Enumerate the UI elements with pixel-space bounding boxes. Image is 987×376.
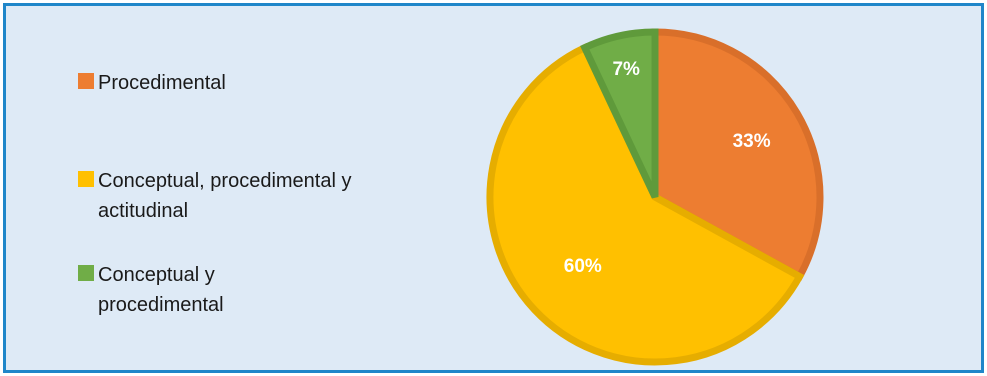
legend-label: Procedimental bbox=[98, 72, 226, 94]
pie-data-labels: 33% 60% 7% bbox=[564, 59, 771, 277]
legend-label: Conceptual, procedimental y actitudinal bbox=[98, 170, 352, 222]
legend-item-conceptual-procedimental-actitudinal: Conceptual, procedimental y actitudinal bbox=[78, 166, 394, 226]
legend-item-procedimental: Procedimental bbox=[78, 68, 398, 98]
legend-item-conceptual-procedimental: Conceptual y procedimental bbox=[78, 260, 278, 320]
pie-data-label-1: 33% bbox=[733, 131, 771, 152]
legend-swatch bbox=[78, 73, 94, 89]
pie-chart: 33% 60% 7% bbox=[486, 28, 824, 366]
legend-swatch bbox=[78, 265, 94, 281]
pie-data-label-3: 7% bbox=[612, 59, 640, 80]
chart-legend: Procedimental Conceptual, procedimental … bbox=[78, 68, 408, 328]
pie-slices bbox=[486, 28, 824, 366]
pie-data-label-2: 60% bbox=[564, 256, 602, 277]
pie-slice-1 bbox=[651, 28, 824, 282]
legend-swatch bbox=[78, 171, 94, 187]
legend-label: Conceptual y procedimental bbox=[98, 264, 224, 316]
pie-slice-3 bbox=[580, 28, 659, 199]
pie-slice-2 bbox=[486, 43, 805, 366]
chart-frame: Procedimental Conceptual, procedimental … bbox=[3, 3, 984, 373]
